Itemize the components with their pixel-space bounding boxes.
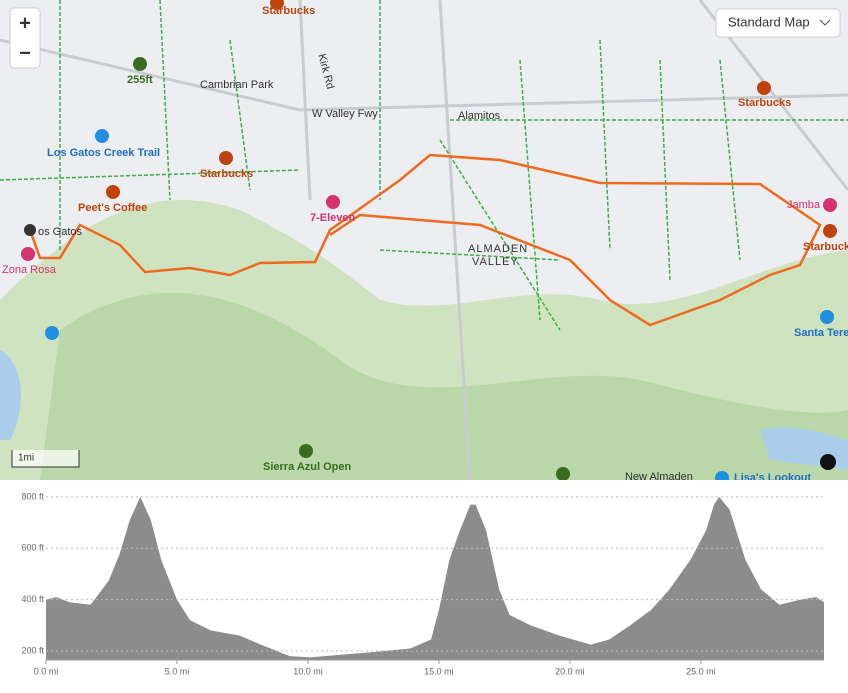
- scale-bar: [11, 450, 80, 468]
- map-label: os Gatos: [38, 226, 83, 238]
- map-label: Sierra Azul Open: [263, 461, 352, 473]
- map-label[interactable]: Zona Rosa: [2, 264, 57, 276]
- map-label[interactable]: Jamba: [787, 199, 821, 211]
- x-tick-label: 5.0 mi: [165, 666, 190, 676]
- y-tick-label: 400 ft: [21, 594, 44, 604]
- map-label[interactable]: Los Gatos Creek Trail: [47, 147, 160, 159]
- map-label: W Valley Fwy: [312, 108, 378, 120]
- map-label[interactable]: Starbucks: [738, 97, 791, 109]
- map[interactable]: Starbucks 255ft Cambrian Park Kirk Rd W …: [0, 0, 848, 480]
- map-label: Cambrian Park: [200, 79, 274, 91]
- dropdown-arrow: [819, 19, 831, 26]
- x-tick-label: 10.0 mi: [293, 666, 323, 676]
- map-label: VALLEY: [472, 256, 519, 268]
- map-label[interactable]: Lisa's Lookout: [734, 472, 812, 480]
- map-label[interactable]: Starbuck: [803, 241, 848, 253]
- zoom-in[interactable]: +: [19, 12, 31, 34]
- bike-paths: [0, 0, 848, 331]
- map-style[interactable]: Standard Map: [728, 14, 810, 29]
- hills-dark: [40, 292, 848, 480]
- map-label[interactable]: Starbucks: [262, 5, 315, 17]
- y-tick-label: 600 ft: [21, 543, 44, 553]
- map-label: New Almaden: [625, 471, 693, 480]
- map-label[interactable]: Peet's Coffee: [78, 202, 147, 214]
- y-tick-label: 800 ft: [21, 491, 44, 501]
- zoom-control: [9, 7, 41, 69]
- map-label[interactable]: Santa Tere: [794, 327, 848, 339]
- map-label: Alamitos: [458, 110, 501, 122]
- info-button[interactable]: [820, 454, 836, 470]
- map-label[interactable]: 7-Eleven: [310, 212, 356, 224]
- scale-label: 1mi: [18, 453, 34, 464]
- x-tick-label: 15.0 mi: [424, 666, 454, 676]
- route: [28, 153, 822, 327]
- lake: [0, 350, 21, 440]
- y-tick-label: 200 ft: [21, 645, 44, 655]
- map-label: 255ft: [127, 74, 153, 86]
- x-tick-label: 20.0 mi: [555, 666, 585, 676]
- map-label[interactable]: Starbucks: [200, 168, 253, 180]
- x-tick-label: 0.0 mi: [34, 666, 59, 676]
- elevation-chart: 200 ft 400 ft 600 ft 800 ft 0.0 mi 5.0 mi 10.0…: [21, 491, 824, 676]
- map-style-dropdown[interactable]: [715, 8, 841, 38]
- elevation-area: [46, 496, 824, 660]
- x-tick-label: 25.0 mi: [686, 666, 716, 676]
- zoom-out[interactable]: −: [19, 42, 31, 64]
- poi-icons: [21, 0, 837, 480]
- map-label: ALMADEN: [468, 243, 528, 255]
